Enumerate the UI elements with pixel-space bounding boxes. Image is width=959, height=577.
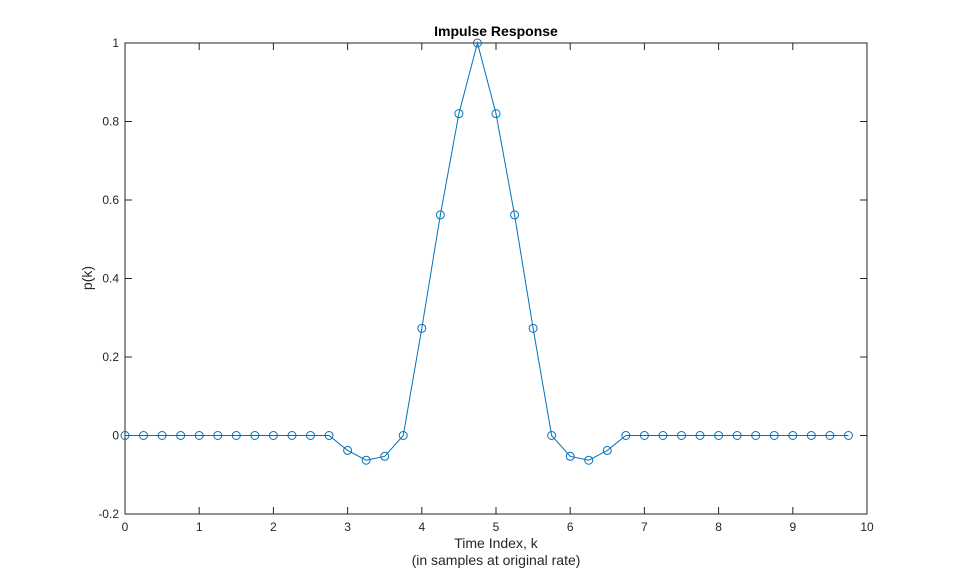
data-point bbox=[565, 451, 575, 461]
y-tick-label: -0.2 bbox=[98, 507, 119, 521]
data-point bbox=[806, 431, 816, 440]
data-point bbox=[584, 455, 594, 465]
axis-ticks bbox=[124, 42, 868, 515]
data-point bbox=[139, 431, 149, 440]
x-tick-label: 10 bbox=[860, 520, 874, 534]
chart-title: Impulse Response bbox=[434, 23, 558, 39]
data-point bbox=[176, 431, 186, 440]
data-point bbox=[491, 109, 501, 119]
data-point bbox=[528, 323, 538, 333]
data-point bbox=[398, 431, 408, 440]
data-point bbox=[361, 455, 371, 465]
x-tick-label: 5 bbox=[493, 520, 500, 534]
data-point bbox=[194, 431, 204, 440]
data-point bbox=[621, 431, 631, 440]
data-point bbox=[157, 431, 167, 440]
x-tick-label: 2 bbox=[270, 520, 277, 534]
data-point bbox=[268, 431, 278, 440]
data-point bbox=[769, 431, 779, 440]
data-point bbox=[306, 431, 315, 440]
data-point bbox=[231, 431, 241, 440]
y-tick-label: 1 bbox=[112, 36, 119, 50]
y-tick-label: 0.8 bbox=[102, 115, 119, 129]
x-tick-label: 1 bbox=[196, 520, 203, 534]
data-point bbox=[250, 431, 260, 440]
data-point bbox=[732, 431, 742, 440]
data-point bbox=[213, 431, 223, 440]
data-point bbox=[825, 431, 835, 440]
data-point bbox=[287, 431, 297, 440]
data-point bbox=[547, 431, 557, 440]
data-point bbox=[435, 210, 445, 220]
data-point bbox=[510, 210, 520, 220]
y-tick-label: 0.2 bbox=[102, 350, 119, 364]
y-axis-label: p(k) bbox=[79, 266, 95, 290]
x-axis-label: Time Index, k bbox=[454, 535, 539, 551]
data-point bbox=[658, 431, 668, 440]
data-point bbox=[343, 445, 353, 455]
data-point bbox=[380, 451, 390, 461]
series-line bbox=[125, 41, 849, 461]
x-tick-label: 9 bbox=[789, 520, 796, 534]
data-point bbox=[788, 431, 798, 440]
data-point bbox=[677, 431, 686, 440]
data-point bbox=[454, 109, 464, 119]
x-tick-label: 6 bbox=[567, 520, 574, 534]
x-tick-label: 0 bbox=[122, 520, 129, 534]
series-markers bbox=[120, 38, 853, 465]
y-tick-label: 0.6 bbox=[102, 193, 119, 207]
data-point bbox=[602, 445, 612, 455]
data-point bbox=[417, 323, 427, 333]
data-point bbox=[843, 431, 853, 440]
x-axis-sublabel: (in samples at original rate) bbox=[412, 552, 581, 568]
x-tick-label: 8 bbox=[715, 520, 722, 534]
tick-labels: 0 1 2 3 4 5 6 7 8 9 10-0.200.20.40.60.81 bbox=[98, 36, 874, 534]
x-tick-label: 7 bbox=[641, 520, 648, 534]
data-point bbox=[120, 431, 130, 440]
y-tick-label: 0.4 bbox=[102, 272, 119, 286]
data-point bbox=[639, 431, 649, 440]
x-tick-label: 3 bbox=[344, 520, 351, 534]
data-point bbox=[751, 431, 761, 440]
data-point bbox=[695, 431, 705, 440]
data-point bbox=[324, 431, 334, 440]
y-tick-label: 0 bbox=[112, 429, 119, 443]
data-point bbox=[472, 38, 482, 48]
data-point bbox=[714, 431, 724, 440]
x-tick-label: 4 bbox=[418, 520, 425, 534]
